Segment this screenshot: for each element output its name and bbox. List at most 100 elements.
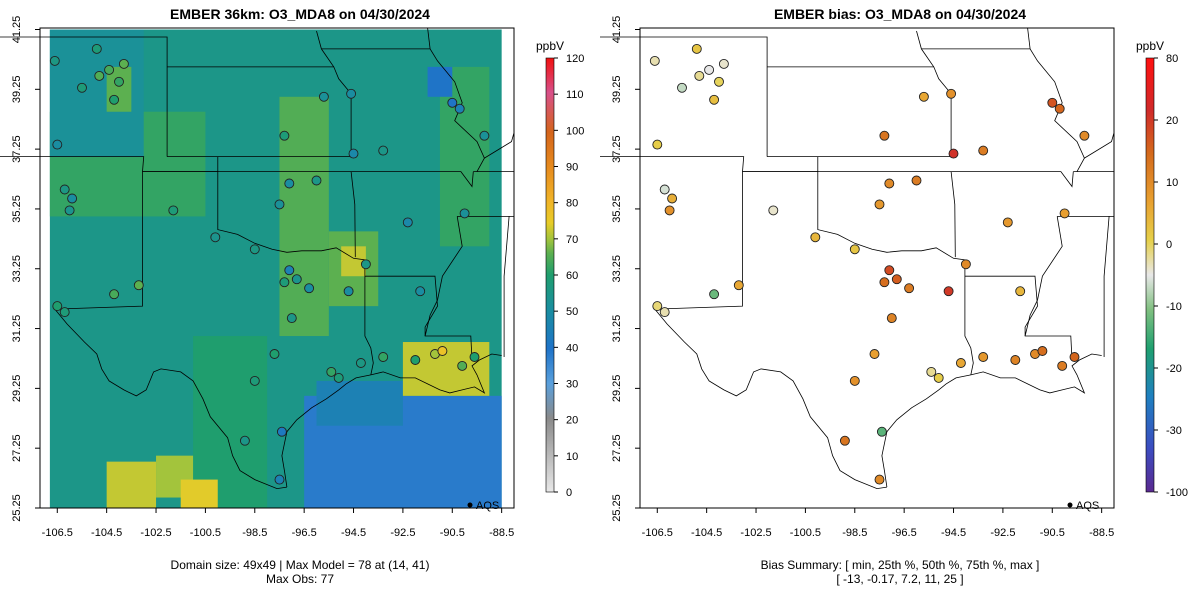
y-tick-label-2: 29.25: [11, 375, 23, 403]
aqs-site-50: [1015, 286, 1026, 297]
colorbar-tick-label-6: 60: [566, 270, 578, 282]
aqs-site-23: [291, 274, 302, 285]
aqs-site-23: [891, 274, 902, 285]
aqs-site-38: [943, 286, 954, 297]
aqs-site-51: [239, 435, 250, 446]
aqs-site-22: [279, 277, 290, 288]
aqs-site-5: [118, 58, 129, 69]
aqs-site-28: [849, 375, 860, 386]
aqs-site-7: [677, 82, 687, 93]
aqs-site-53: [874, 474, 885, 485]
y-tick-label-7: 39.25: [11, 76, 23, 104]
model-cell-3: [316, 380, 403, 426]
aqs-site-3: [694, 70, 705, 81]
state-border-12: [364, 275, 473, 361]
aqs-site-16: [768, 205, 779, 216]
aqs-site-32: [978, 352, 989, 362]
y-tick-label-5: 35.25: [611, 195, 623, 223]
legend-aqs-label: AQS: [476, 500, 499, 512]
colorbar-tick-label-1: 10: [566, 451, 578, 463]
aqs-site-8: [52, 139, 63, 150]
aqs-site-49: [479, 130, 490, 141]
x-tick-label-1: -104.5: [691, 527, 722, 539]
aqs-site-37: [410, 355, 421, 365]
aqs-site-44: [946, 88, 957, 99]
aqs-site-11: [67, 193, 78, 204]
x-tick-label-6: -94.5: [341, 527, 366, 539]
state-border-13: [424, 216, 463, 337]
x-tick-label-9: -88.5: [489, 527, 514, 539]
aqs-site-41: [459, 208, 470, 219]
model-frame: [39, 27, 515, 509]
bias-colorbar-unit: ppbV: [1136, 39, 1164, 53]
y-tick-label-1: 27.25: [611, 434, 623, 462]
aqs-site-48: [879, 130, 890, 141]
aqs-site-42: [454, 103, 465, 114]
aqs-site-49: [1079, 130, 1090, 141]
aqs-site-7: [77, 82, 87, 93]
aqs-site-47: [378, 145, 389, 156]
state-border-12: [964, 275, 1073, 361]
state-border-14: [921, 48, 1085, 172]
aqs-site-14: [733, 280, 744, 291]
aqs-site-52: [876, 426, 887, 437]
aqs-site-2: [104, 64, 115, 75]
aqs-site-20: [884, 178, 895, 189]
aqs-site-36: [469, 352, 480, 362]
aqs-site-35: [457, 360, 468, 371]
bias-chart-title: EMBER bias: O3_MDA8 on 04/30/2024: [773, 6, 1027, 22]
aqs-site-8: [652, 139, 663, 150]
aqs-site-29: [926, 366, 937, 377]
state-border-3: [600, 156, 745, 172]
aqs-site-25: [884, 265, 895, 276]
colorbar-tick-label-9: 90: [566, 162, 578, 174]
aqs-site-9: [59, 184, 70, 195]
aqs-site-28: [249, 375, 260, 386]
state-border-0: [54, 308, 287, 490]
model-chart-title: EMBER 36km: O3_MDA8 on 04/30/2024: [170, 6, 430, 22]
y-tick-label-8: 41.25: [11, 16, 23, 44]
colorbar-tick-label-2: 20: [566, 415, 578, 427]
aqs-site-22: [879, 277, 890, 288]
aqs-site-51: [839, 435, 850, 446]
aqs-site-10: [64, 205, 75, 216]
aqs-site-15: [109, 289, 120, 300]
x-tick-label-4: -98.5: [842, 527, 867, 539]
y-tick-label-2: 29.25: [611, 375, 623, 403]
y-tick-label-1: 27.25: [11, 434, 23, 462]
colorbar-tick-label-0: -100: [1166, 487, 1188, 499]
aqs-site-30: [333, 372, 344, 383]
aqs-site-17: [810, 232, 821, 243]
aqs-site-46: [948, 148, 959, 159]
aqs-site-46: [348, 148, 359, 159]
y-tick-label-5: 35.25: [11, 195, 23, 223]
aqs-site-0: [49, 55, 60, 66]
state-border-3: [0, 156, 145, 172]
aqs-site-35: [1057, 360, 1068, 371]
x-tick-label-2: -102.5: [740, 527, 771, 539]
y-tick-label-8: 41.25: [611, 16, 623, 44]
colorbar-tick-label-4: 0: [1166, 239, 1172, 251]
aqs-site-14: [133, 280, 144, 291]
aqs-site-0: [649, 55, 660, 66]
aqs-site-40: [402, 217, 413, 228]
aqs-site-31: [955, 358, 966, 368]
model-panel: EMBER 36km: O3_MDA8 on 04/30/2024 -106.5…: [0, 6, 584, 586]
x-tick-label-5: -96.5: [892, 527, 917, 539]
aqs-site-12: [52, 301, 63, 312]
state-border-2: [654, 171, 974, 375]
state-border-11: [951, 171, 1074, 188]
x-tick-label-6: -94.5: [941, 527, 966, 539]
aqs-site-9: [659, 184, 670, 195]
colorbar-tick-label-3: 30: [566, 379, 578, 391]
aqs-site-1: [91, 43, 102, 54]
model-cell-14: [427, 66, 453, 97]
aqs-site-45: [318, 91, 329, 102]
aqs-site-12: [652, 301, 663, 312]
aqs-site-11: [667, 193, 678, 204]
aqs-site-38: [343, 286, 354, 297]
aqs-site-4: [114, 76, 124, 87]
aqs-site-47: [978, 145, 989, 156]
state-border-9: [316, 30, 352, 157]
x-tick-label-7: -92.5: [990, 527, 1015, 539]
